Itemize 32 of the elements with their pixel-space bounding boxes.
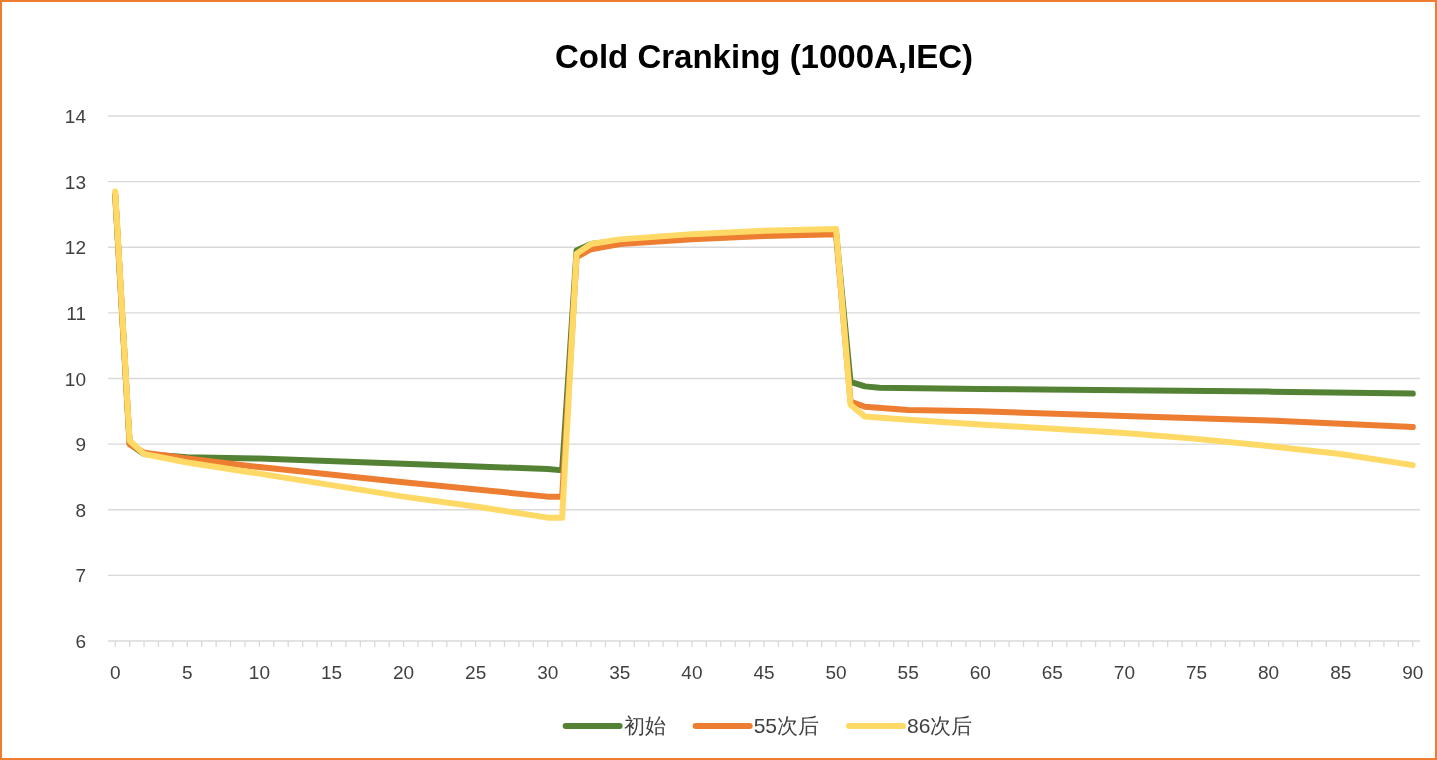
x-tick-label: 35 bbox=[609, 662, 631, 683]
x-tick-label: 25 bbox=[465, 662, 487, 683]
x-tick-label: 0 bbox=[109, 662, 121, 683]
y-tick-label: 11 bbox=[66, 302, 86, 324]
x-tick-label: 40 bbox=[681, 662, 703, 683]
y-tick-label: 6 bbox=[75, 631, 86, 652]
x-tick-label: 5 bbox=[182, 662, 193, 683]
y-tick-label: 12 bbox=[64, 237, 86, 259]
x-tick-label: 60 bbox=[969, 662, 991, 683]
x-tick-label: 15 bbox=[320, 662, 343, 683]
x-tick-label: 80 bbox=[1258, 662, 1280, 683]
x-tick-label: 55 bbox=[897, 662, 919, 683]
x-tick-label: 45 bbox=[753, 662, 775, 683]
y-tick-label: 10 bbox=[64, 368, 86, 390]
y-tick-label: 8 bbox=[75, 499, 86, 521]
legend-label: 初始 bbox=[623, 714, 666, 737]
x-tick-label: 90 bbox=[1402, 662, 1424, 683]
x-tick-label: 10 bbox=[248, 662, 270, 683]
x-tick-label: 50 bbox=[825, 662, 847, 683]
legend-label: 86次后 bbox=[907, 714, 973, 737]
chart-title: Cold Cranking (1000A,IEC) bbox=[554, 38, 974, 75]
x-tick-label: 30 bbox=[537, 662, 559, 683]
y-tick-label: 7 bbox=[75, 565, 86, 587]
x-tick-label: 75 bbox=[1185, 662, 1208, 683]
x-tick-label: 70 bbox=[1113, 662, 1136, 683]
y-tick-label: 13 bbox=[64, 171, 86, 193]
y-tick-label: 9 bbox=[75, 434, 86, 456]
x-tick-label: 20 bbox=[392, 662, 415, 683]
y-tick-label: 14 bbox=[64, 106, 87, 127]
x-tick-label: 85 bbox=[1330, 662, 1352, 683]
legend-label: 55次后 bbox=[753, 714, 819, 737]
x-tick-label: 65 bbox=[1041, 662, 1063, 683]
